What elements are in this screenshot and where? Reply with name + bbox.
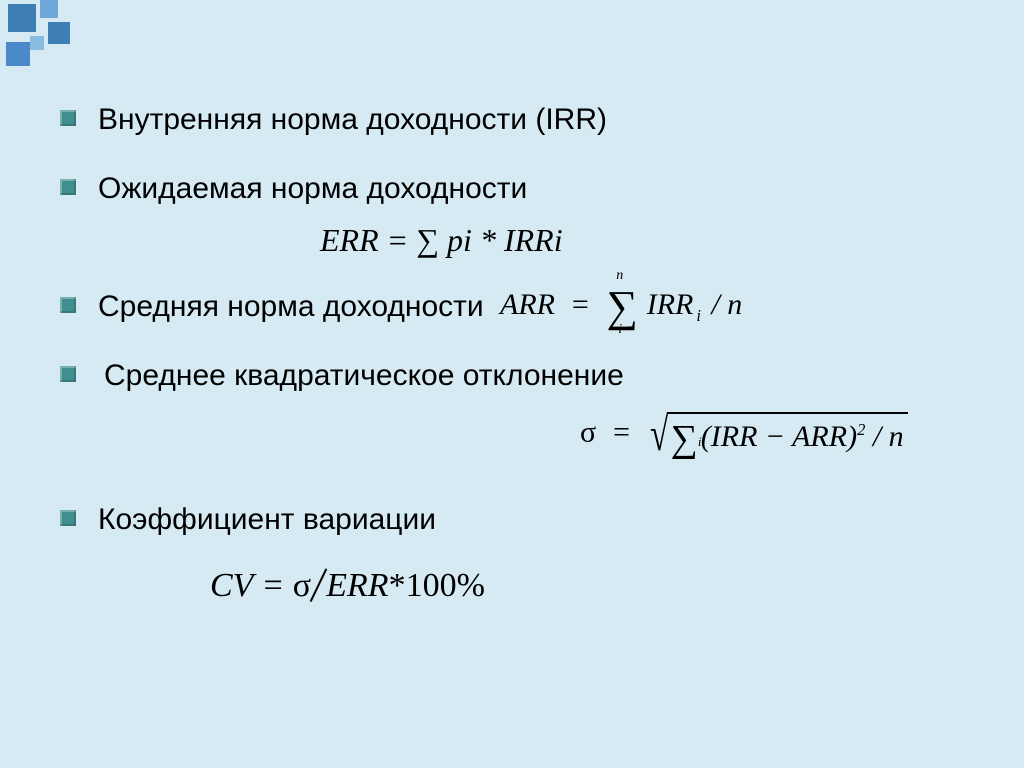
- cv-lhs: CV: [210, 567, 253, 604]
- sum-lower: i: [698, 434, 702, 449]
- list-item: Ожидаемая норма доходности: [60, 169, 980, 208]
- formula-cv: CV = σ/ERR*100%: [210, 559, 980, 606]
- bullet-icon: [60, 510, 76, 526]
- cv-eq: =: [253, 567, 293, 604]
- sigma-symbol: ∑: [607, 289, 638, 324]
- sigma-inside-a: (IRR: [701, 420, 758, 453]
- deco-square: [6, 42, 30, 66]
- cv-num: σ: [293, 567, 311, 604]
- item-label: Средняя норма доходности: [98, 287, 484, 326]
- cv-mult: *100%: [389, 567, 485, 604]
- list-item: Внутренняя норма доходности (IRR): [60, 100, 980, 139]
- sigma-symbol: ∑: [671, 424, 698, 454]
- arr-rhs: IRR: [647, 288, 694, 321]
- bullet-icon: [60, 297, 76, 313]
- item-label: Коэффициент вариации: [98, 500, 436, 539]
- bullet-icon: [60, 110, 76, 126]
- formula-err: ERR = ∑ pi * IRRi: [320, 222, 980, 259]
- arr-tail: / n: [704, 288, 742, 321]
- deco-square: [30, 36, 44, 50]
- arr-eq: =: [570, 288, 590, 321]
- sigma-eq: =: [611, 415, 631, 448]
- arr-lhs: ARR: [500, 288, 555, 321]
- list-item: Среднее квадратическое отклонение: [60, 356, 980, 395]
- item-label: Среднее квадратическое отклонение: [104, 356, 624, 395]
- sigma-tail: / n: [865, 420, 903, 453]
- arr-rhs-sub: i: [696, 306, 701, 325]
- sigma-lhs: σ: [580, 415, 596, 448]
- list-item: Коэффициент вариации: [60, 500, 980, 539]
- corner-decoration: [0, 0, 120, 80]
- bullet-icon: [60, 366, 76, 382]
- sqrt-icon: √: [650, 407, 668, 462]
- slide-content: Внутренняя норма доходности (IRR) Ожидае…: [60, 100, 980, 606]
- sqrt-body: ∑i(IRR − ARR)2 / n: [667, 412, 908, 456]
- item-label: Внутренняя норма доходности (IRR): [98, 100, 607, 139]
- formula-sigma: σ = √∑i(IRR − ARR)2 / n: [580, 407, 980, 462]
- deco-square: [8, 4, 36, 32]
- deco-square: [48, 22, 70, 44]
- bullet-icon: [60, 179, 76, 195]
- sigma-minus: −: [757, 420, 792, 453]
- cv-den: ERR: [326, 567, 388, 604]
- formula-arr: ARR = n ∑ i IRRi / n: [500, 288, 742, 326]
- deco-square: [40, 0, 58, 18]
- sum-lower: i: [618, 322, 622, 338]
- item-label: Ожидаемая норма доходности: [98, 169, 527, 208]
- list-item: Средняя норма доходности ARR = n ∑ i IRR…: [60, 287, 980, 326]
- sigma-inside-b: ARR): [792, 420, 857, 453]
